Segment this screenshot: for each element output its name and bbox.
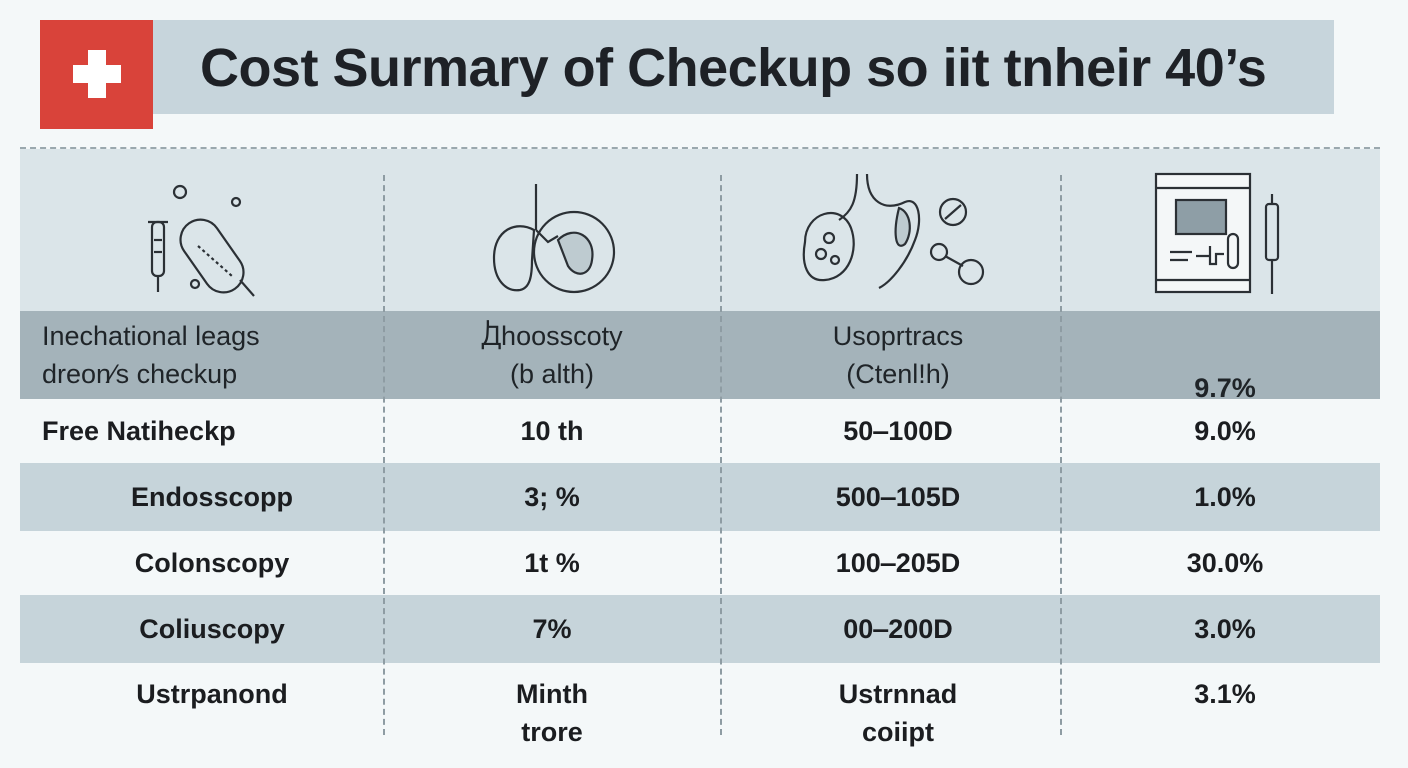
row-percent: 3.1%: [1194, 679, 1256, 709]
row-cost: 100‒205D: [835, 548, 961, 578]
table-row: Colonscopy 1t % 100‒205D 30.0%: [20, 531, 1380, 595]
header-col3-line1: Usoprtracs: [832, 321, 964, 351]
header-col1: Inechational leags dreon⁄s checkup: [42, 311, 382, 399]
row-name: Endosscopp: [130, 482, 293, 512]
header-col2-line2: (b alth): [509, 359, 595, 389]
row-percent: 30.0%: [1186, 548, 1264, 578]
row-name: Coliuscopy: [139, 614, 285, 644]
lungs-icon: [486, 180, 616, 298]
column-divider: [383, 175, 385, 735]
row-cost: 50‒100D: [843, 416, 953, 446]
row-name: Free Natiheckp: [42, 416, 236, 446]
header-col1-line2: dreon⁄s checkup: [42, 359, 238, 389]
row-cost: 00‒200D: [843, 614, 953, 644]
row-cost: 500‒105D: [835, 482, 961, 512]
row-percent: 3.0%: [1194, 614, 1256, 644]
divider: [20, 147, 1380, 149]
row-cost-line2: coiipt: [861, 717, 934, 747]
header-col1-line1: Inechational leags: [42, 321, 260, 351]
test-tube-capsule-icon: [140, 180, 270, 298]
row-percent: 9.0%: [1194, 416, 1256, 446]
header-col2: Ꚁhoosscoty (b alth): [392, 311, 712, 399]
row-col2: 7%: [532, 614, 572, 644]
header-col3-line2: (Ctenl!h): [846, 359, 950, 389]
header-col3: Usoprtracs (Ctenl!h): [728, 311, 1068, 399]
row-cost: Ustrnnad coiipt: [728, 663, 1068, 763]
row-col2: 10 th: [520, 416, 584, 446]
header-col2-line1: Ꚁhoosscoty: [481, 321, 623, 351]
title-bar: [40, 20, 1334, 114]
column-divider: [1060, 175, 1062, 735]
row-col2: 3; %: [524, 482, 580, 512]
row-percent: 1.0%: [1194, 482, 1256, 512]
header-col4: 9.7%: [1070, 311, 1380, 403]
table-header-row: Inechational leags dreon⁄s checkup Ꚁhoos…: [20, 311, 1380, 403]
header-col4-value: 9.7%: [1194, 373, 1256, 403]
row-col2-line2: trore: [521, 717, 583, 747]
row-cost-line1: Ustrnnad: [838, 679, 958, 709]
table-row: Endosscopp 3; % 500‒105D 1.0%: [20, 463, 1380, 531]
row-col2-line1: Minth: [516, 679, 588, 709]
table-row: Free Natiheckp 10 th 50‒100D 9.0%: [20, 399, 1380, 463]
table-row: Ustrpanond Minth trore Ustrnnad coiipt 3…: [20, 663, 1380, 763]
row-name: Colonscopy: [134, 548, 290, 578]
page-title: Cost Surmary of Checkup so iit tnheir 40…: [200, 38, 1267, 98]
row-name: Ustrpanond: [136, 679, 288, 709]
swiss-flag-logo: [40, 20, 153, 129]
column-divider: [720, 175, 722, 735]
row-col2: 1t %: [524, 548, 580, 578]
table-row: Coliuscopy 7% 00‒200D 3.0%: [20, 595, 1380, 663]
icon-band: [20, 149, 1380, 311]
row-col2: Minth trore: [392, 663, 712, 763]
medical-monitor-icon: [1152, 170, 1292, 298]
digestive-organs-icon: [795, 172, 990, 294]
